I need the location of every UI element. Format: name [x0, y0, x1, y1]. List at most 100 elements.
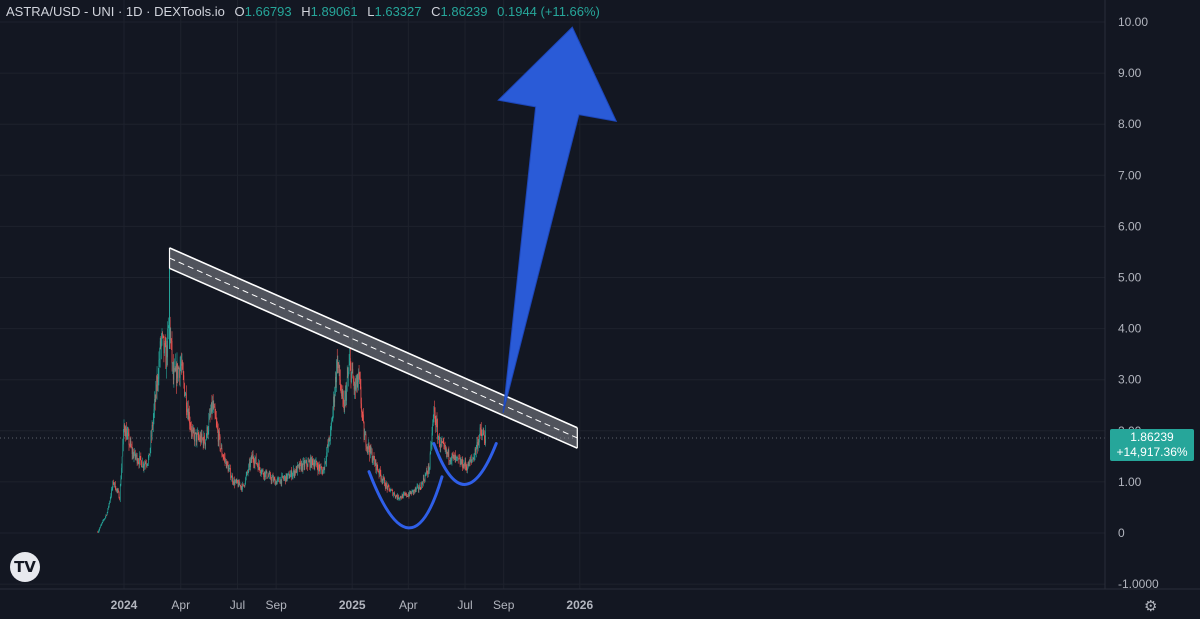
- candle-body: [467, 462, 469, 469]
- candle-body: [245, 477, 246, 484]
- candle-body: [350, 362, 352, 383]
- candle-body: [365, 434, 367, 447]
- candle-body: [458, 458, 460, 460]
- candle-body: [429, 453, 431, 468]
- candle-body: [306, 460, 307, 466]
- candle-body: [125, 428, 127, 437]
- candle-body: [114, 482, 115, 485]
- candle-body: [217, 429, 219, 442]
- candle-body: [379, 468, 381, 474]
- candle-body: [431, 444, 432, 446]
- candle-body: [162, 332, 163, 335]
- candle-body: [359, 373, 360, 379]
- candle-body: [325, 461, 326, 463]
- candle-body: [427, 465, 429, 474]
- candle-body: [421, 482, 423, 484]
- close-label: C: [431, 4, 441, 19]
- y-tick-label: 4.00: [1118, 322, 1142, 336]
- candle-body: [299, 462, 301, 469]
- candle-body: [442, 442, 444, 444]
- candle-body: [297, 465, 298, 473]
- time-axis[interactable]: 2024 Apr Jul Sep 2025 Apr Jul Sep 2026: [111, 598, 594, 612]
- candle-body: [154, 398, 155, 410]
- candle-body: [424, 475, 426, 481]
- candle-body: [187, 409, 189, 420]
- candle-body: [315, 461, 316, 465]
- candle-body: [133, 452, 134, 458]
- candle-body: [358, 372, 360, 374]
- candle-body: [436, 419, 437, 428]
- close-value: 1.86239: [440, 4, 488, 19]
- price-axis[interactable]: 10.009.008.007.006.005.004.003.002.001.0…: [1118, 15, 1159, 591]
- candle-body: [232, 481, 234, 484]
- candle-body: [111, 488, 112, 496]
- candle-body: [220, 447, 222, 449]
- y-tick-label: 5.00: [1118, 271, 1142, 285]
- candle-body: [353, 382, 355, 390]
- candle-body: [280, 479, 281, 484]
- candle-body: [380, 473, 382, 479]
- candle-body: [459, 458, 461, 465]
- candle-body: [242, 484, 243, 490]
- candle-body: [396, 496, 398, 499]
- candle-body: [159, 341, 161, 359]
- candle-body: [389, 491, 391, 492]
- candle-body: [146, 464, 148, 466]
- candle-body: [326, 452, 327, 461]
- candle-body: [183, 375, 185, 384]
- candle-body: [461, 461, 462, 464]
- candle-body: [334, 392, 336, 403]
- tradingview-logo-icon[interactable]: TV: [10, 552, 40, 582]
- candle-body: [254, 463, 255, 465]
- candle-body: [186, 393, 187, 410]
- candle-body: [451, 460, 452, 461]
- candle-body: [393, 493, 395, 494]
- candle-body: [483, 432, 485, 436]
- candle-body: [390, 489, 392, 492]
- candle-body: [224, 457, 225, 459]
- candle-body: [250, 460, 251, 468]
- candle-body: [433, 407, 435, 416]
- candle-body: [173, 370, 175, 380]
- candle-body: [227, 461, 228, 465]
- candle-body: [181, 364, 182, 366]
- candle-body: [413, 490, 414, 493]
- gear-icon[interactable]: ⚙: [1144, 598, 1158, 615]
- candle-body: [239, 481, 240, 486]
- candle-body: [216, 421, 218, 426]
- candle-body: [275, 481, 276, 485]
- candle-body: [236, 480, 238, 482]
- candle-body: [325, 460, 327, 463]
- candle-body: [355, 383, 356, 390]
- candle-body: [304, 462, 306, 467]
- candle-body: [353, 378, 354, 383]
- candle-body: [292, 475, 293, 478]
- candle-body: [137, 461, 139, 464]
- candle-body: [338, 362, 339, 368]
- candle-body: [174, 367, 176, 371]
- candle-body: [124, 424, 125, 432]
- candle-body: [321, 467, 322, 471]
- candle-body: [191, 428, 192, 433]
- candle-body: [459, 458, 460, 460]
- candle-body: [199, 437, 200, 441]
- candle-body: [245, 475, 247, 478]
- candle-body: [311, 457, 312, 467]
- candle-body: [212, 401, 213, 412]
- candle-body: [189, 423, 191, 426]
- candle-body: [209, 414, 210, 420]
- candle-body: [434, 411, 436, 423]
- candle-body: [194, 433, 195, 442]
- candle-body: [268, 473, 270, 477]
- candle-body: [340, 379, 341, 387]
- candle-body: [408, 494, 410, 497]
- candle-body: [329, 440, 331, 442]
- candle-body: [213, 406, 215, 408]
- candle-body: [147, 463, 148, 465]
- candle-body: [416, 487, 417, 490]
- candle-body: [385, 483, 387, 488]
- candle-body: [145, 463, 147, 465]
- candle-body: [252, 454, 253, 460]
